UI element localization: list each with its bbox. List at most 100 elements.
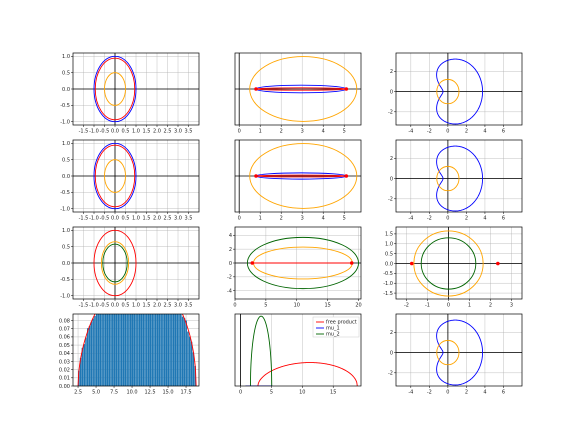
x-tick-label: -2 <box>427 129 432 135</box>
histogram-bar <box>183 318 186 386</box>
histogram-bar <box>172 314 175 386</box>
y-tick-label: 0.02 <box>59 367 70 373</box>
x-tick-label: 5 <box>343 216 346 222</box>
marker-point <box>254 174 258 178</box>
y-tick-label: 2 <box>229 247 232 253</box>
x-tick-label: -4 <box>408 216 413 222</box>
x-tick-label: 2.5 <box>164 129 172 135</box>
x-tick-label: 0 <box>446 216 449 222</box>
histogram-bar <box>99 314 102 386</box>
histogram-bar <box>169 314 171 386</box>
histogram-bar <box>187 331 189 386</box>
y-tick-label: -0.5 <box>60 190 70 196</box>
x-tick-label: 10 <box>299 390 305 396</box>
panel-p31: -1.5 -1.0 -0.5 0.0 0.5 1.0 1.5 2.0 2.5 3.0 3.5-1.0… <box>60 226 200 309</box>
orange-curve <box>436 339 460 366</box>
x-tick-label: 0.0 <box>111 129 119 135</box>
axes-frame <box>395 313 523 387</box>
histogram-bar <box>178 314 180 386</box>
x-tick-label: 0 <box>447 303 450 309</box>
x-tick-label: 0.5 <box>122 129 130 135</box>
y-tick-label: 1.5 <box>385 232 393 238</box>
x-tick-label: 0 <box>239 390 242 396</box>
x-tick-label: 20 <box>355 303 361 309</box>
x-tick-label: 3.5 <box>185 303 193 309</box>
x-tick-label: -1.0 <box>89 216 99 222</box>
y-tick-label: -1.0 <box>60 294 70 300</box>
y-tick-label: -0.5 <box>60 277 70 283</box>
histogram-bar <box>194 365 196 386</box>
x-tick-label: 5 <box>264 303 267 309</box>
histogram-bar <box>86 328 89 386</box>
legend-label: mu_2 <box>326 332 340 338</box>
y-tick-label: -1.0 <box>60 207 70 213</box>
x-tick-label: 1.5 <box>143 216 151 222</box>
x-tick-label: 2.0 <box>153 129 161 135</box>
panel-p12: 0 1 2 3 4 5 <box>234 52 362 135</box>
histogram-bar <box>112 314 114 386</box>
histogram-bar <box>165 314 168 386</box>
panel-p33: -2 -1 0 1 2 3 -1.5 -1.0 -0.5 0.0 0.5 1.0 1.5 <box>383 226 523 309</box>
histogram-bar <box>117 314 119 386</box>
y-tick-label: 0 <box>229 261 232 267</box>
histogram-bar <box>113 314 116 386</box>
x-tick-label: 15.0 <box>162 390 173 396</box>
x-tick-label: 0.0 <box>111 303 119 309</box>
panel-p32: 0 5 10 15 20 -4 -2 0 2 4 <box>227 226 362 309</box>
histogram-bar <box>144 314 146 386</box>
histogram-bar <box>174 314 177 386</box>
red-curve <box>94 144 136 208</box>
x-tick-label: -1 <box>425 303 430 309</box>
y-tick-label: -2 <box>388 371 393 377</box>
x-tick-label: 3 <box>510 303 513 309</box>
y-tick-label: -2 <box>227 275 232 281</box>
green-curve <box>420 237 477 290</box>
histogram-bar <box>146 314 148 386</box>
x-tick-label: 2.5 <box>164 303 172 309</box>
x-tick-label: 3 <box>301 216 304 222</box>
x-tick-label: 10.0 <box>126 390 137 396</box>
y-tick-label: 0.08 <box>59 318 70 324</box>
y-tick-label: 1.0 <box>62 228 70 234</box>
x-tick-label: 4 <box>322 216 325 222</box>
y-tick-label: 0.00 <box>59 384 70 390</box>
axes-frame <box>234 313 362 387</box>
x-tick-label: 1.0 <box>132 303 140 309</box>
histogram-bar <box>122 314 125 386</box>
y-tick-label: 1.0 <box>62 141 70 147</box>
histogram-bar <box>160 314 162 386</box>
x-tick-label: 0 <box>238 129 241 135</box>
histogram-bar <box>83 344 85 386</box>
orange-curve <box>249 143 358 209</box>
histogram-bar <box>142 314 145 386</box>
histogram-bar <box>163 314 166 386</box>
x-tick-label: 0 <box>446 129 449 135</box>
y-tick-label: -0.5 <box>60 103 70 109</box>
x-tick-label: 4 <box>483 129 486 135</box>
y-tick-label: 1.0 <box>385 242 393 248</box>
y-tick-label: 0 <box>390 350 393 356</box>
y-tick-label: 0 <box>390 89 393 95</box>
y-tick-label: 1.0 <box>62 54 70 60</box>
x-tick-label: 1.0 <box>132 129 140 135</box>
x-tick-label: 5 <box>343 129 346 135</box>
x-tick-label: 0.0 <box>111 216 119 222</box>
histogram-bar <box>133 314 136 386</box>
histogram-bar <box>101 314 103 386</box>
y-tick-label: -2 <box>388 110 393 116</box>
orange-curve <box>436 165 460 192</box>
histogram-bar <box>138 314 141 386</box>
x-tick-label: 2.0 <box>153 303 161 309</box>
x-tick-label: 3.5 <box>185 216 193 222</box>
x-tick-label: 2 <box>489 303 492 309</box>
orange-curve <box>249 56 358 122</box>
x-tick-label: 6 <box>502 216 505 222</box>
histogram-bar <box>110 314 112 386</box>
x-tick-label: -4 <box>408 129 413 135</box>
panel-p41: 2.5 5.0 7.5 10.0 12.5 15.0 17.5 0.00 0.01 0.02 0.0… <box>59 313 200 396</box>
orange-curve <box>100 241 130 285</box>
panel-p21: -1.5 -1.0 -0.5 0.0 0.5 1.0 1.5 2.0 2.5 3.0 3.5-1.0… <box>60 139 200 222</box>
x-tick-label: 3.0 <box>174 129 182 135</box>
histogram-bar <box>190 341 193 386</box>
